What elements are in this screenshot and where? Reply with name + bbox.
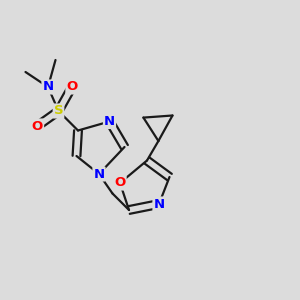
Text: N: N: [42, 80, 54, 94]
Text: S: S: [54, 104, 63, 118]
Text: N: N: [153, 197, 165, 211]
Text: O: O: [32, 119, 43, 133]
Text: N: N: [104, 115, 115, 128]
Text: O: O: [114, 176, 126, 190]
Text: O: O: [66, 80, 78, 94]
Text: N: N: [93, 167, 105, 181]
